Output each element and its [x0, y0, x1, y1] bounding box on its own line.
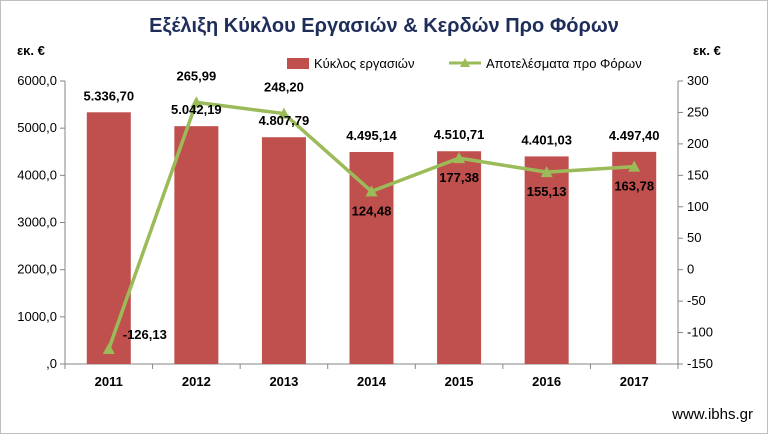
right-tick-label: -150 [687, 356, 713, 371]
left-tick-label: 3000,0 [17, 215, 57, 230]
bar-value-label: 4.401,03 [521, 132, 572, 147]
left-tick-label: 6000,0 [17, 73, 57, 88]
bar [86, 112, 131, 365]
right-tick-label: 150 [687, 167, 709, 182]
line-marker [453, 152, 466, 164]
bar-value-label: 4.495,14 [346, 128, 397, 143]
bar [612, 151, 657, 364]
bar-value-label: 5.042,19 [171, 102, 222, 117]
bar-value-label: 4.510,71 [434, 127, 485, 142]
line-value-label: 248,20 [264, 80, 304, 95]
source-text: www.ibhs.gr [671, 406, 753, 423]
x-tick-label: 2017 [620, 374, 649, 389]
bar-value-label: 4.807,79 [259, 113, 310, 128]
chart-title: Εξέλιξη Κύκλου Εργασιών & Κερδών Προ Φόρ… [149, 15, 619, 37]
x-tick-label: 2013 [269, 374, 298, 389]
bar-value-label: 4.497,40 [609, 128, 660, 143]
legend-swatch-bar [287, 58, 309, 69]
line-value-label: 265,99 [176, 68, 216, 83]
line-marker [365, 185, 378, 197]
left-tick-label: ,0 [46, 356, 57, 371]
legend-label-bar: Κύκλος εργασιών [314, 56, 414, 71]
right-tick-label: 100 [687, 199, 709, 214]
x-tick-label: 2014 [357, 374, 387, 389]
line-marker [540, 166, 553, 178]
x-tick-label: 2015 [445, 374, 474, 389]
left-tick-label: 2000,0 [17, 262, 57, 277]
x-tick-label: 2011 [95, 374, 123, 389]
bar-value-label: 5.336,70 [83, 88, 134, 103]
line-value-label: 177,38 [439, 170, 479, 185]
line-series [102, 96, 641, 354]
axes: ,0 1000,0 2000,0 3000,0 4000,0 5000,0 6000,0 -1… [17, 73, 713, 389]
line-value-label: 155,13 [527, 184, 567, 199]
line-marker [190, 96, 203, 108]
right-tick-label: 300 [687, 73, 709, 88]
line-value-label: 124,48 [352, 203, 392, 218]
bar-series [86, 112, 657, 365]
left-tick-label: 4000,0 [17, 167, 57, 182]
x-tick-label: 2012 [182, 374, 211, 389]
bar [524, 156, 569, 364]
right-axis-unit: εκ. € [693, 43, 721, 58]
legend-swatch-marker [460, 58, 470, 67]
right-tick-label: -100 [687, 325, 713, 340]
bar [261, 137, 306, 364]
line-value-label: 163,78 [614, 179, 654, 194]
bar [174, 126, 219, 365]
bar [437, 151, 482, 364]
legend: Κύκλος εργασιών Αποτελέσματα προ Φόρων [287, 56, 642, 71]
line-marker [102, 342, 115, 354]
right-tick-label: 0 [687, 262, 694, 277]
right-tick-label: -50 [687, 293, 706, 308]
right-tick-label: 50 [687, 230, 701, 245]
left-tick-label: 5000,0 [17, 120, 57, 135]
x-tick-label: 2016 [532, 374, 561, 389]
data-labels: 5.336,70 5.042,19 4.807,79 4.495,14 4.510,71… [83, 68, 659, 342]
right-tick-label: 200 [687, 136, 709, 151]
line-value-label: -126,13 [123, 327, 167, 342]
line-marker [277, 107, 290, 119]
legend-label-line: Αποτελέσματα προ Φόρων [486, 56, 642, 71]
left-tick-label: 1000,0 [17, 309, 57, 324]
line-marker [628, 160, 641, 172]
left-axis-unit: εκ. € [17, 43, 45, 58]
right-tick-label: 250 [687, 104, 709, 119]
